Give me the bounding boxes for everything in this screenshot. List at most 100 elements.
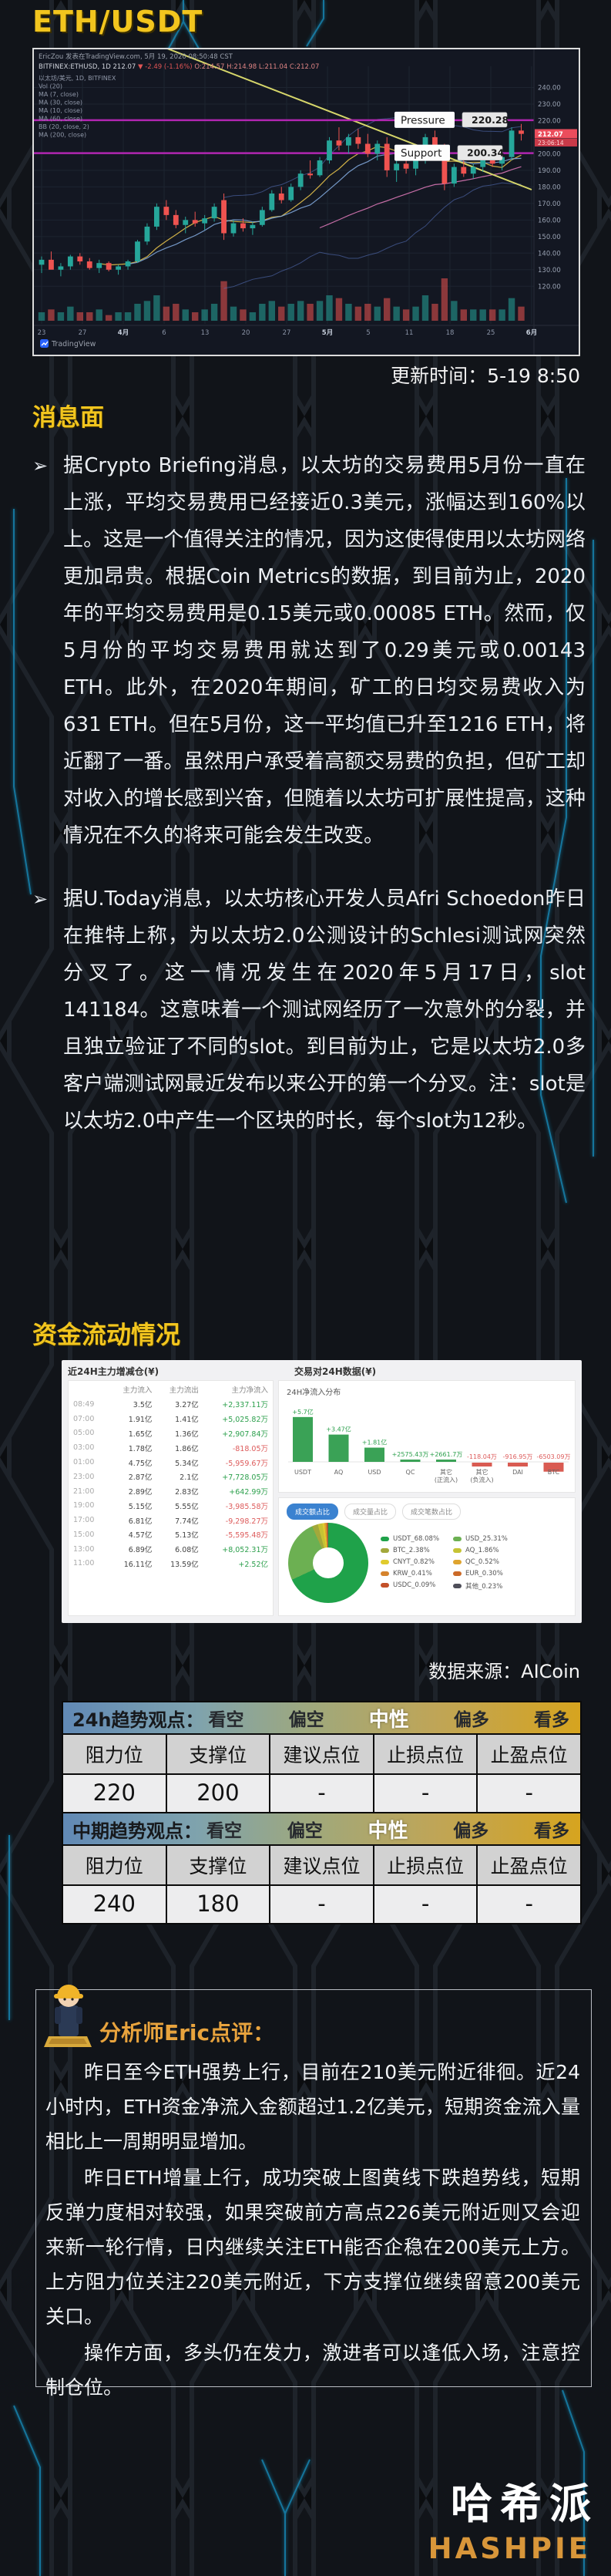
svg-text:180.00: 180.00: [538, 184, 561, 191]
legend-item: USDT_68.08%: [381, 1535, 439, 1543]
table-row: 08:49 3.5亿 3.27亿 +2,337.11万: [69, 1397, 273, 1412]
table-cell: 1.65亿: [128, 1429, 153, 1439]
table-cell: 2.1亿: [180, 1473, 199, 1483]
svg-text:EricZou 发表在TradingView.com, 5月: EricZou 发表在TradingView.com, 5月 19, 2020 …: [39, 52, 233, 61]
svg-text:MA (200, close): MA (200, close): [39, 132, 86, 139]
table-cell: 3.5亿: [133, 1401, 153, 1410]
analyst-paragraphs: 昨日至今ETH强势上行，目前在210美元附近徘徊。近24小时内，ETH资金净流入…: [45, 2055, 580, 2405]
table-cell: 1.91亿: [128, 1416, 153, 1425]
netflow-chart-title: 24H净流入分布: [287, 1389, 341, 1397]
svg-text:MA (10, close): MA (10, close): [39, 107, 82, 114]
table-cell: -5,595.48万: [225, 1531, 268, 1541]
table-cell: 16.11亿: [123, 1560, 153, 1569]
sentiment-column-header: 止盈点位: [478, 1735, 580, 1775]
legend-item: BTC_2.38%: [381, 1547, 439, 1554]
hashpie-logo-en: HASHPIE: [428, 2532, 591, 2565]
sentiment-value-cell: -: [478, 1886, 580, 1923]
sentiment-tables: 24h趋势观点： 看空 偏空 中性 偏多 看多 阻力位 支撑位 建议点位 止损点位 止盈点位 220 2…: [62, 1701, 582, 1924]
tab-成交额占比[interactable]: 成交额占比: [287, 1504, 339, 1520]
svg-text:MA (7, close): MA (7, close): [39, 91, 79, 98]
svg-text:QC: QC: [406, 1469, 415, 1476]
svg-text:-916.95万: -916.95万: [503, 1453, 533, 1460]
svg-text:TradingView: TradingView: [51, 340, 96, 349]
netflow-bar-card: 24H净流入分布 +5.7亿 USDT +3.47亿 AQ +1.81亿 USD +2575…: [278, 1380, 576, 1493]
svg-text:25: 25: [487, 329, 495, 337]
table-cell: 05:00: [73, 1429, 95, 1438]
sentiment-option-看多: 看多: [533, 1821, 569, 1841]
sentiment-options: 看空 偏空 中性 偏多 看多: [206, 1815, 569, 1844]
sentiment-value-cell: 240: [63, 1886, 167, 1923]
svg-text:其它: 其它: [476, 1468, 488, 1476]
svg-text:BTC: BTC: [548, 1469, 560, 1476]
svg-text:160.00: 160.00: [538, 217, 561, 224]
tab-成交笔数占比[interactable]: 成交笔数占比: [402, 1504, 462, 1520]
svg-text:MA (30, close): MA (30, close): [39, 99, 82, 106]
table-cell: 2.83亿: [175, 1488, 199, 1497]
svg-text:BB (20, close, 2): BB (20, close, 2): [39, 123, 89, 130]
column-header: 主力流出: [169, 1386, 199, 1395]
svg-text:USDT: USDT: [294, 1469, 311, 1476]
sentiment-column-header: 支撑位: [166, 1735, 271, 1775]
svg-text:27: 27: [283, 329, 291, 337]
analyst-paragraph: 昨日ETH增量上行，成功突破上图黄线下跌趋势线，短期反弹力度相对较强，如果突破前…: [45, 2167, 580, 2328]
table-cell: +8,052.31万: [222, 1546, 268, 1555]
sentiment-option-偏多: 偏多: [453, 1710, 489, 1730]
analyst-paragraph: 昨日至今ETH强势上行，目前在210美元附近徘徊。近24小时内，ETH资金净流入…: [45, 2061, 580, 2153]
svg-text:+1.81亿: +1.81亿: [362, 1439, 388, 1446]
kline-chart-panel: 240.00 230.00 220.00 200.00 190.00 180.00 170.…: [32, 48, 580, 356]
svg-text:BITFINEX:ETHUSD, 1D 212.07 ▼ -: BITFINEX:ETHUSD, 1D 212.07 ▼ -2.49 (-1.1…: [39, 63, 319, 71]
legend-color-dot: [453, 1548, 462, 1553]
tab-成交量占比[interactable]: 成交量占比: [344, 1504, 397, 1520]
column-header: 主力流入: [123, 1386, 153, 1395]
table-cell: 21:00: [73, 1487, 95, 1496]
sentiment-column-header: 止损点位: [374, 1846, 478, 1886]
svg-text:150.00: 150.00: [538, 234, 561, 241]
table-cell: +642.99万: [229, 1488, 268, 1497]
sentiment-column-header: 阻力位: [63, 1735, 167, 1775]
table-cell: 1.36亿: [175, 1429, 199, 1439]
table-cell: 5.13亿: [175, 1531, 199, 1541]
svg-text:-6503.09万: -6503.09万: [537, 1453, 571, 1460]
legend-item: CNYT_0.82%: [381, 1558, 439, 1566]
svg-text:Support: Support: [401, 147, 441, 160]
table-header-row: 主力流入 主力流出 主力净流入: [69, 1381, 273, 1397]
sentiment-column-header: 止盈点位: [478, 1846, 580, 1886]
svg-text:-118.04万: -118.04万: [467, 1453, 497, 1460]
legend-label: QC_0.52%: [465, 1558, 499, 1566]
analyst-paragraph: 操作方面，多头仍在发力，激进者可以逢低入场，注意控制仓位。: [45, 2342, 580, 2399]
table-cell: +5,025.82万: [222, 1416, 268, 1425]
table-cell: 03:00: [73, 1443, 95, 1453]
sentiment-column-header: 止损点位: [374, 1735, 478, 1775]
table-cell: -818.05万: [232, 1444, 268, 1453]
sentiment-option-偏空: 偏空: [288, 1710, 324, 1730]
table-cell: 1.86亿: [175, 1444, 199, 1453]
news-item-text: 据Crypto Briefing消息，以太坊的交易费用5月份一直在上涨，平均交易…: [63, 454, 586, 847]
candlestick-chart: 240.00 230.00 220.00 200.00 190.00 180.00 170.…: [34, 49, 579, 355]
sentiment-gradient-bar: 中期趋势观点： 看空 偏空 中性 偏多 看多: [63, 1812, 580, 1846]
svg-text:6: 6: [162, 329, 166, 337]
table-cell: 15:00: [73, 1530, 95, 1539]
news-item: ➢ 据U.Today消息，以太坊核心开发人员Afri Schoedon昨日在推特上…: [32, 881, 586, 1140]
svg-text:5月: 5月: [322, 329, 333, 337]
legend-label: 其他_0.23%: [465, 1583, 503, 1591]
svg-text:200.00: 200.00: [538, 150, 561, 158]
legend-label: CNYT_0.82%: [393, 1558, 435, 1566]
table-row: 07:00 1.91亿 1.41亿 +5,025.82万: [69, 1412, 273, 1426]
svg-text:+2661.7万: +2661.7万: [430, 1451, 463, 1458]
svg-text:130.00: 130.00: [538, 267, 561, 274]
svg-text:18: 18: [446, 329, 455, 337]
table-row: 17:00 6.81亿 7.74亿 -9,298.27万: [69, 1513, 273, 1527]
news-item-text: 据U.Today消息，以太坊核心开发人员Afri Schoedon昨日在推特上称…: [63, 887, 586, 1133]
fundflow-table-card: 主力流入 主力流出 主力净流入 08:49 3.5亿 3.27亿 +2,337.11万 07:…: [68, 1380, 274, 1616]
table-cell: 19:00: [73, 1501, 95, 1510]
svg-text:6月: 6月: [526, 329, 537, 337]
analyst-title: 分析师Eric点评：: [99, 2020, 275, 2046]
svg-text:230.00: 230.00: [538, 101, 561, 109]
bullet-arrow-icon: ➢: [32, 455, 49, 476]
sentiment-gradient-bar: 24h趋势观点： 看空 偏空 中性 偏多 看多: [63, 1702, 580, 1735]
legend-label: USDT_68.08%: [393, 1535, 440, 1543]
svg-text:以太坊/美元, 1D, BITFINEX: 以太坊/美元, 1D, BITFINEX: [39, 74, 116, 82]
table-cell: 5.34亿: [175, 1459, 199, 1468]
tradingview-logo: TradingView: [40, 339, 96, 349]
sentiment-options: 看空 偏空 中性 偏多 看多: [208, 1704, 569, 1732]
